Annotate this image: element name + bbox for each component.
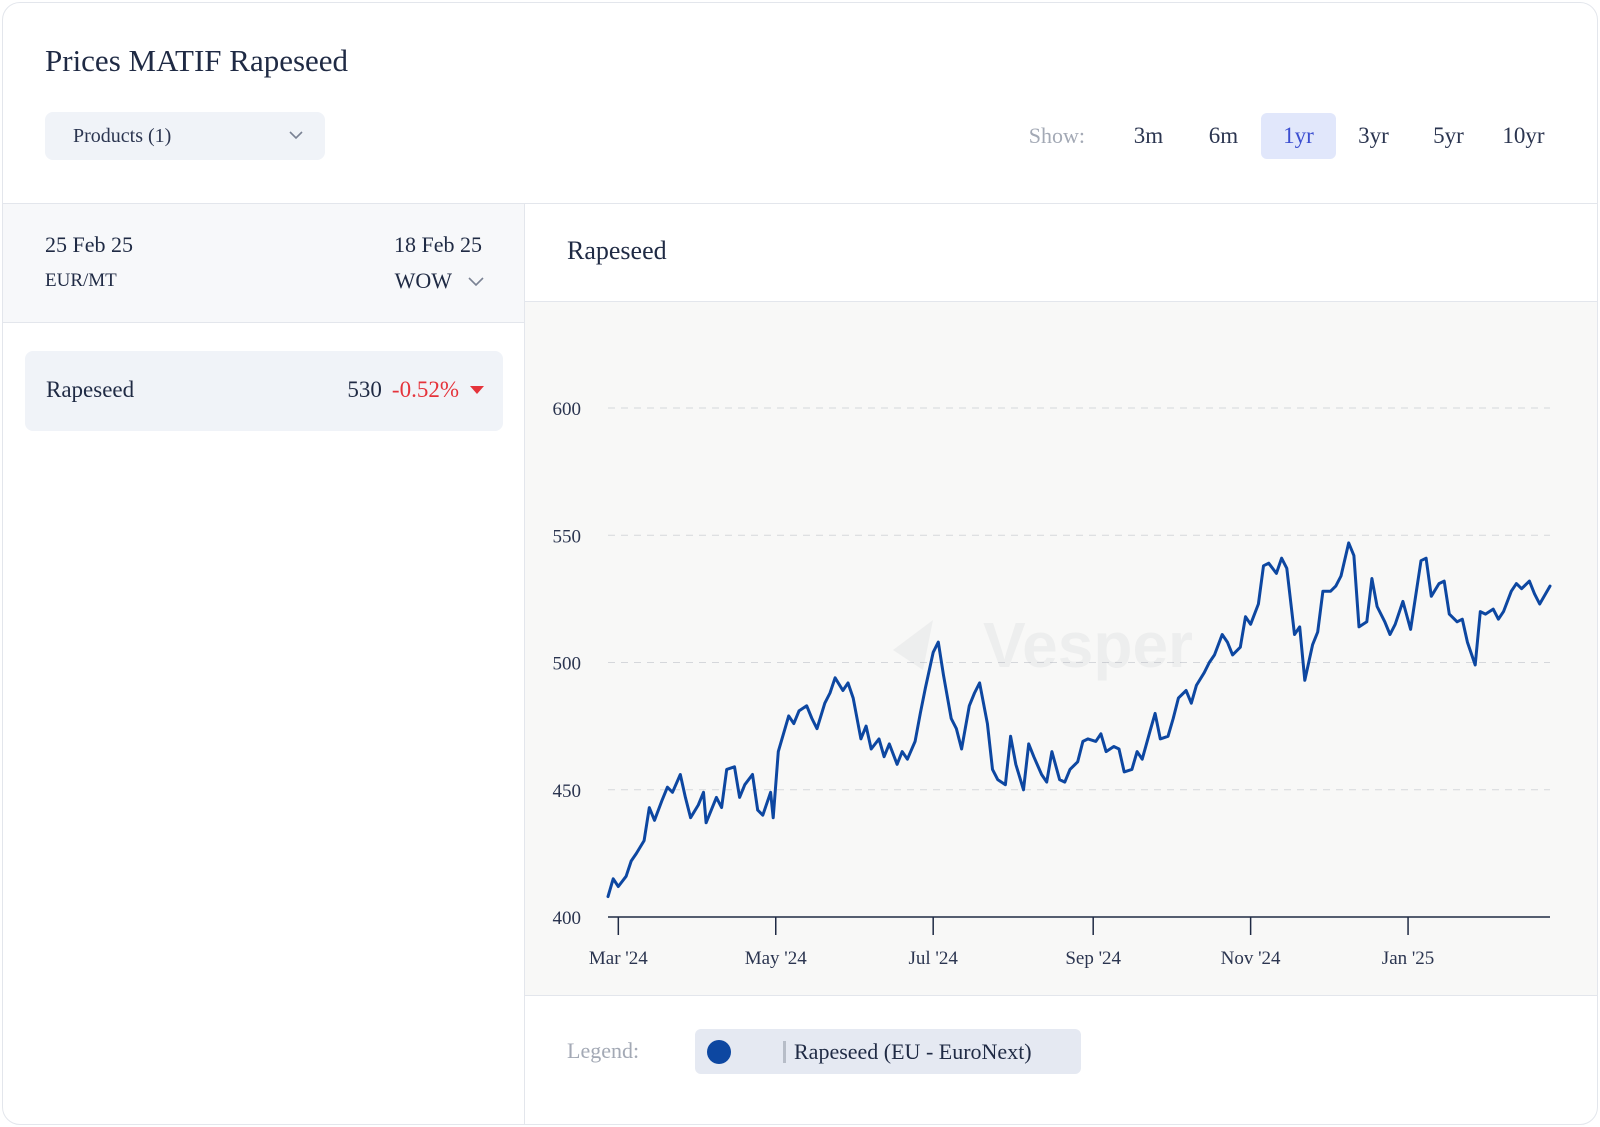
compare-date: 18 Feb 25 — [394, 232, 482, 257]
range-10yr-button[interactable]: 10yr — [1502, 123, 1545, 148]
legend-entry-label: Rapeseed (EU - EuroNext) — [794, 1038, 1032, 1064]
y-tick-label: 500 — [553, 654, 582, 675]
panel-divider — [524, 203, 525, 1124]
chevron-down-icon — [468, 277, 484, 287]
y-tick-label: 550 — [553, 526, 582, 547]
legend-separator — [783, 1040, 786, 1063]
page-title: Prices MATIF Rapeseed — [45, 43, 349, 78]
compare-mode-dropdown[interactable]: WOW — [395, 268, 486, 294]
range-show-label: Show: — [1028, 123, 1085, 148]
chart-title: Rapeseed — [567, 236, 667, 265]
range-6m-button[interactable]: 6m — [1208, 123, 1239, 148]
line-chart: 400 450 500 550 600 Mar '24 May '24 Jul '24 Sep … — [553, 399, 1552, 969]
header-divider — [3, 203, 1597, 204]
triangle-down-icon — [470, 386, 484, 394]
current-date: 25 Feb 25 — [45, 232, 133, 257]
item-value: 530 — [347, 377, 382, 402]
chart-plot-area: 400 450 500 550 600 Mar '24 May '24 Jul '24 Sep … — [525, 302, 1597, 996]
item-values: 530 -0.52% — [347, 377, 485, 403]
x-tick-label: Nov '24 — [1221, 948, 1281, 969]
range-3yr-button[interactable]: 3yr — [1358, 123, 1389, 148]
range-1yr-button[interactable]: 1yr — [1261, 113, 1336, 159]
item-change: -0.52% — [391, 377, 459, 402]
x-tick-label: Jan '25 — [1382, 948, 1435, 969]
y-tick-label: 450 — [553, 781, 582, 802]
item-name: Rapeseed — [46, 377, 135, 402]
x-tick-label: Mar '24 — [589, 948, 648, 969]
y-tick-label: 600 — [553, 399, 582, 420]
chart-header: Rapeseed — [525, 204, 1597, 302]
chevron-down-icon — [289, 131, 303, 140]
legend-dot-icon — [707, 1039, 731, 1064]
x-tick-label: Jul '24 — [909, 948, 959, 969]
y-tick-label: 400 — [553, 908, 582, 929]
x-tick-label: May '24 — [745, 948, 808, 969]
legend-entry-rapeseed[interactable]: Rapeseed (EU - EuroNext) — [695, 1029, 1081, 1074]
range-3m-button[interactable]: 3m — [1133, 123, 1164, 148]
list-item[interactable]: Rapeseed 530 -0.52% — [25, 351, 503, 431]
products-dropdown-label: Products (1) — [73, 124, 172, 147]
compare-mode-label: WOW — [394, 268, 452, 293]
unit-label: EUR/MT — [45, 270, 117, 291]
products-dropdown[interactable]: Products (1) — [45, 112, 325, 160]
range-selector: Show: 3m 6m 1yr 3yr 5yr 10yr — [1029, 113, 1561, 159]
x-tick-label: Sep '24 — [1065, 948, 1121, 969]
legend-label: Legend: — [567, 1038, 640, 1063]
series-line-rapeseed — [606, 541, 1552, 899]
left-panel-header: 25 Feb 25 18 Feb 25 EUR/MT WOW — [3, 204, 524, 323]
range-5yr-button[interactable]: 5yr — [1433, 123, 1464, 148]
